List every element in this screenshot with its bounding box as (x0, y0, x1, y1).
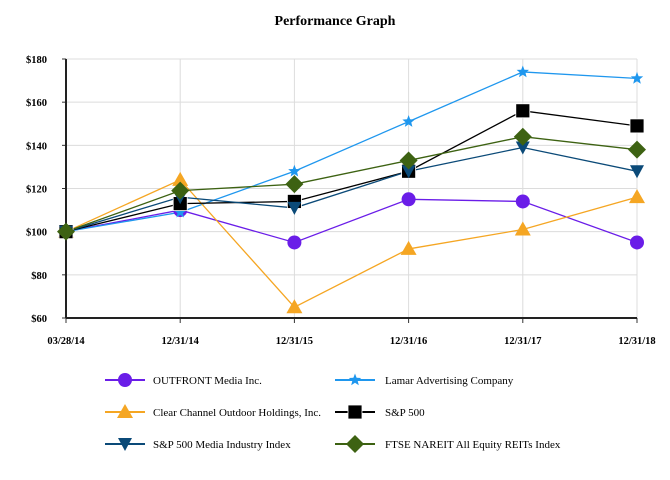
series-line-path (65, 146, 638, 233)
marker-triangle-down (118, 438, 132, 451)
legend-item: Lamar Advertising Company (335, 373, 514, 387)
y-tick-label: $60 (31, 314, 47, 325)
marker-diamond (628, 140, 646, 159)
marker-square (347, 404, 363, 420)
legend: OUTFRONT Media Inc. Lamar Advertising Com… (105, 373, 561, 453)
x-tick-label: 12/31/16 (390, 336, 427, 347)
marker-star (288, 164, 301, 177)
y-tick-label: $140 (26, 141, 47, 152)
series-line-path (65, 71, 638, 233)
x-tick-label: 12/31/15 (276, 336, 313, 347)
series-line (65, 71, 638, 233)
marker-triangle-up (172, 171, 189, 186)
y-tick-label: $80 (31, 271, 47, 282)
y-tick-label: $100 (26, 228, 47, 239)
marker-square (629, 118, 645, 134)
y-tick-label: $180 (26, 55, 47, 66)
marker-circle (401, 192, 416, 207)
marker-star (348, 373, 362, 386)
series-line-path (65, 136, 638, 233)
marker-triangle-up (514, 221, 531, 236)
x-tick-label: 12/31/18 (618, 336, 655, 347)
marker-circle (287, 235, 302, 250)
series-line (65, 146, 638, 233)
legend-item: S&P 500 (335, 404, 425, 420)
marker-circle (515, 194, 530, 209)
marker-star (630, 71, 644, 84)
marker-square (515, 103, 531, 119)
x-tick-label: 03/28/14 (47, 336, 85, 347)
marker-diamond (57, 222, 75, 241)
marker-diamond (171, 181, 190, 200)
marker-triangle-up (117, 404, 133, 418)
marker-circle (118, 373, 132, 387)
marker-triangle-down (630, 165, 644, 179)
marker-triangle-down (287, 201, 302, 215)
series-line (65, 179, 638, 309)
marker-diamond (346, 435, 364, 453)
x-tick-label: 12/31/14 (162, 336, 200, 347)
legend-label: S&P 500 Media Industry Index (153, 439, 291, 451)
series-line-path (65, 110, 638, 233)
marker-triangle-up (286, 299, 303, 314)
legend-item: S&P 500 Media Industry Index (105, 438, 291, 451)
series-line (65, 136, 638, 233)
marker-diamond (399, 151, 418, 170)
legend-item: Clear Channel Outdoor Holdings, Inc. (105, 404, 321, 419)
x-tick-label: 12/31/17 (504, 336, 541, 347)
legend-label: FTSE NAREIT All Equity REITs Index (385, 439, 561, 451)
marker-star (516, 65, 529, 78)
marker-triangle-up (400, 240, 417, 255)
series-markers (57, 127, 646, 241)
series-markers (58, 171, 645, 314)
series-line (65, 198, 638, 244)
series-line-path (65, 198, 638, 244)
legend-label: Clear Channel Outdoor Holdings, Inc. (153, 407, 321, 419)
marker-triangle-down (515, 141, 530, 155)
y-tick-label: $120 (26, 185, 47, 196)
series-line-path (65, 179, 638, 309)
series-line (65, 110, 638, 233)
legend-label: Lamar Advertising Company (385, 375, 514, 387)
marker-star (402, 115, 415, 127)
legend-item: OUTFRONT Media Inc. (105, 373, 262, 387)
chart-title: Performance Graph (274, 14, 396, 29)
marker-star (174, 205, 187, 218)
legend-label: OUTFRONT Media Inc. (153, 375, 262, 387)
marker-triangle-down (401, 165, 416, 179)
y-tick-label: $160 (26, 98, 47, 109)
marker-diamond (513, 127, 532, 146)
legend-item: FTSE NAREIT All Equity REITs Index (335, 435, 561, 453)
marker-diamond (285, 175, 304, 194)
marker-triangle-up (629, 189, 645, 204)
marker-circle (630, 235, 644, 250)
legend-label: S&P 500 (385, 407, 425, 419)
